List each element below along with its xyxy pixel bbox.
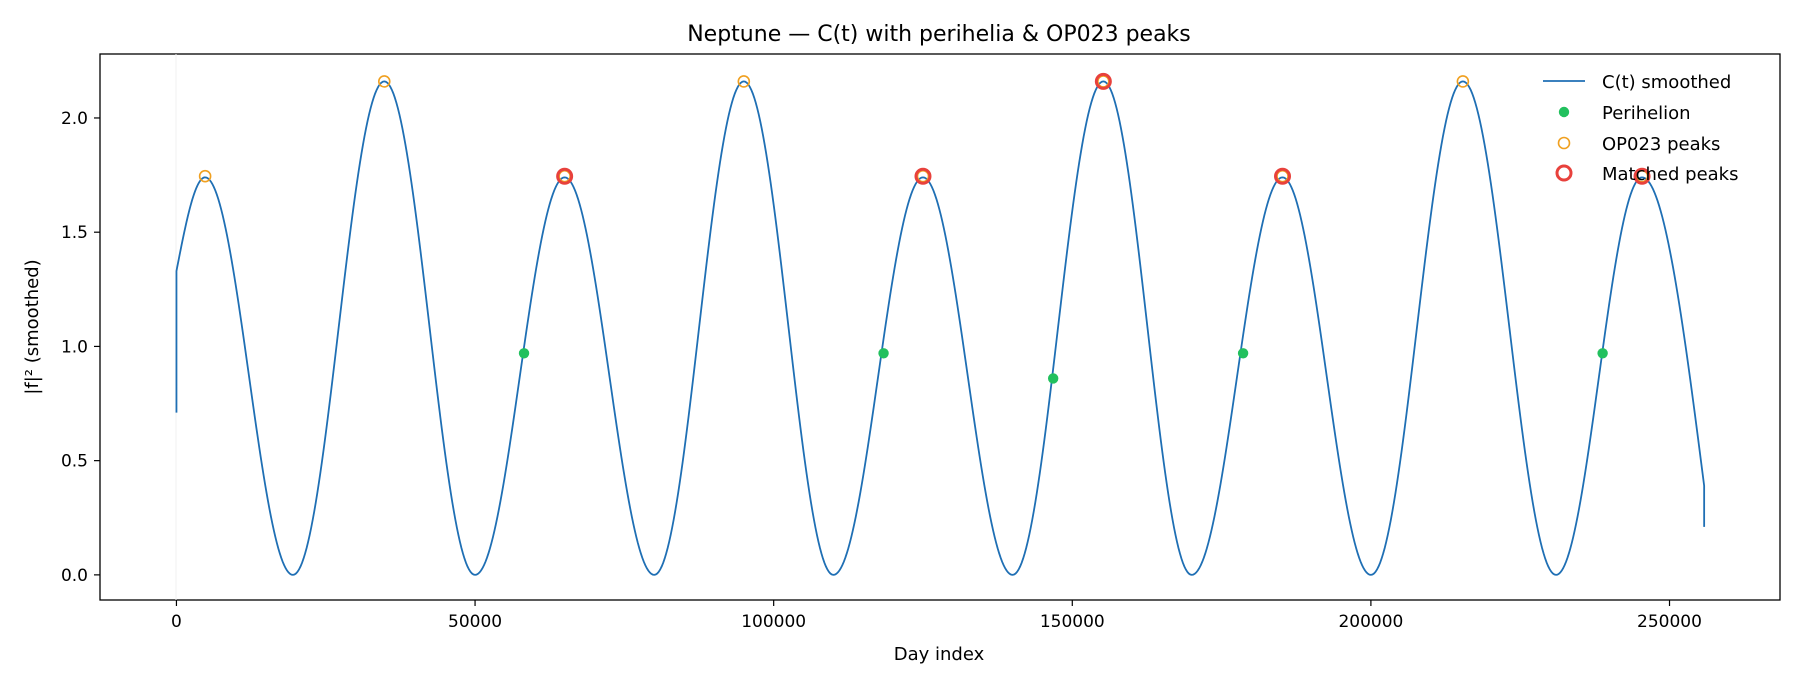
op023-peak-point: [198, 169, 212, 183]
legend-perihelion-swatch: [1558, 106, 1570, 118]
op023-peak-point: [377, 75, 391, 88]
perihelion-point: [1597, 348, 1608, 359]
legend: C(t) smoothed Perihelion OP023 peaks Mat…: [1543, 72, 1738, 185]
y-tick-label: 1.5: [61, 223, 88, 243]
x-axis-label: Day index: [894, 644, 985, 665]
legend-matched-swatch: [1555, 164, 1573, 182]
matched-peak-point: [1633, 167, 1651, 185]
x-tick-label: 150000: [1040, 612, 1105, 632]
legend-entry-line: C(t) smoothed: [1543, 72, 1731, 93]
legend-label-line: C(t) smoothed: [1602, 72, 1731, 93]
y-axis-label: |f|² (smoothed): [22, 259, 43, 394]
perihelion-point: [878, 348, 889, 359]
y-tick-label: 2.0: [61, 109, 88, 129]
legend-label-op023: OP023 peaks: [1602, 134, 1720, 155]
legend-entry-op023: OP023 peaks: [1557, 134, 1720, 155]
plot-frame: [99, 53, 1781, 601]
matched-peak-point: [914, 167, 932, 185]
legend-label-matched: Matched peaks: [1602, 164, 1738, 185]
perihelion-point: [1237, 348, 1249, 359]
matched-peak-point: [556, 167, 574, 185]
op023-peak-point: [1456, 75, 1470, 88]
matched-peak-point: [1274, 167, 1292, 185]
y-axis: 0.0 0.5 1.0 1.5 2.0: [61, 109, 100, 586]
series-layer: [175, 72, 1706, 576]
x-tick-label: 100000: [741, 612, 806, 632]
legend-op023-swatch: [1557, 136, 1571, 150]
x-tick-label: 0: [171, 612, 182, 632]
y-tick-label: 0.0: [61, 566, 88, 586]
x-tick-label: 200000: [1338, 612, 1403, 632]
matched-peak-point: [1094, 72, 1112, 90]
y-tick-label: 0.5: [61, 452, 88, 472]
x-axis: 0 50000 100000 150000 200000 250000: [171, 600, 1702, 632]
op023-peak-point: [737, 75, 751, 88]
chart-title: Neptune — C(t) with perihelia & OP023 pe…: [687, 22, 1191, 47]
perihelion-point: [518, 348, 530, 359]
y-tick-label: 1.0: [61, 337, 88, 357]
legend-label-perihelion: Perihelion: [1602, 103, 1691, 124]
plot-area: 0 50000 100000 150000 200000 250000 0.0 0.5 1.0…: [61, 53, 1781, 632]
perihelion-point: [1047, 373, 1059, 384]
x-tick-label: 250000: [1637, 612, 1702, 632]
series-line-c-t-smoothed: [175, 80, 1706, 576]
x-tick-label: 50000: [448, 612, 502, 632]
legend-entry-matched: Matched peaks: [1555, 164, 1738, 185]
legend-entry-perihelion: Perihelion: [1558, 103, 1691, 124]
